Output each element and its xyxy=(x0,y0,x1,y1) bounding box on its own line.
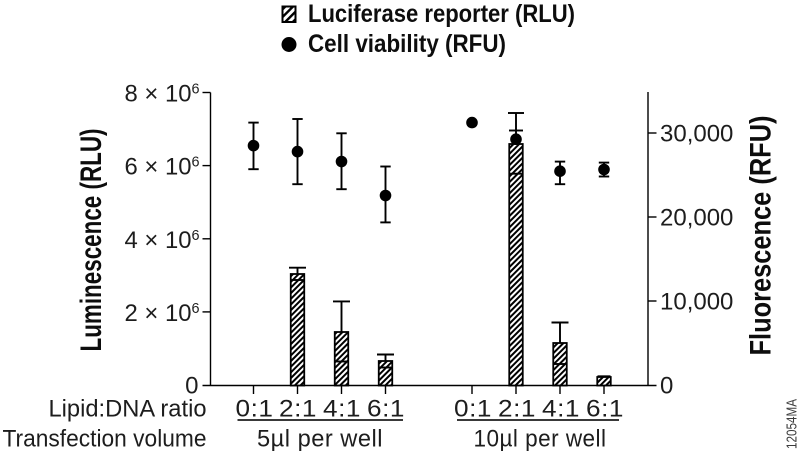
svg-text:8 × 106: 8 × 106 xyxy=(125,81,200,108)
svg-text:5µl per well: 5µl per well xyxy=(257,426,383,451)
svg-text:12054MA: 12054MA xyxy=(784,399,800,449)
svg-text:0: 0 xyxy=(185,373,198,400)
svg-text:6 × 106: 6 × 106 xyxy=(125,154,200,181)
svg-text:Fluorescence (RFU): Fluorescence (RFU) xyxy=(745,116,778,356)
svg-text:10,000: 10,000 xyxy=(660,289,733,316)
svg-text:Transfection volume: Transfection volume xyxy=(3,426,207,451)
svg-text:0: 0 xyxy=(660,373,673,400)
svg-text:6:1: 6:1 xyxy=(586,396,624,423)
svg-text:10µl per well: 10µl per well xyxy=(474,426,607,451)
svg-text:Cell viability (RFU): Cell viability (RFU) xyxy=(308,30,506,58)
svg-text:4 × 106: 4 × 106 xyxy=(125,227,200,254)
svg-text:Luminescence (RLU): Luminescence (RLU) xyxy=(75,129,108,352)
svg-text:0:1: 0:1 xyxy=(454,396,492,423)
svg-text:4:1: 4:1 xyxy=(542,396,580,423)
svg-text:30,000: 30,000 xyxy=(660,121,733,148)
svg-text:0:1: 0:1 xyxy=(236,396,274,423)
svg-text:2:1: 2:1 xyxy=(279,396,317,423)
svg-text:Lipid:DNA ratio: Lipid:DNA ratio xyxy=(49,396,207,423)
svg-text:4:1: 4:1 xyxy=(323,396,361,423)
svg-text:20,000: 20,000 xyxy=(660,205,733,232)
svg-text:6:1: 6:1 xyxy=(367,396,405,423)
svg-text:2 × 106: 2 × 106 xyxy=(125,300,200,327)
svg-text:2:1: 2:1 xyxy=(498,396,536,423)
svg-text:Luciferase reporter (RLU): Luciferase reporter (RLU) xyxy=(308,0,575,28)
